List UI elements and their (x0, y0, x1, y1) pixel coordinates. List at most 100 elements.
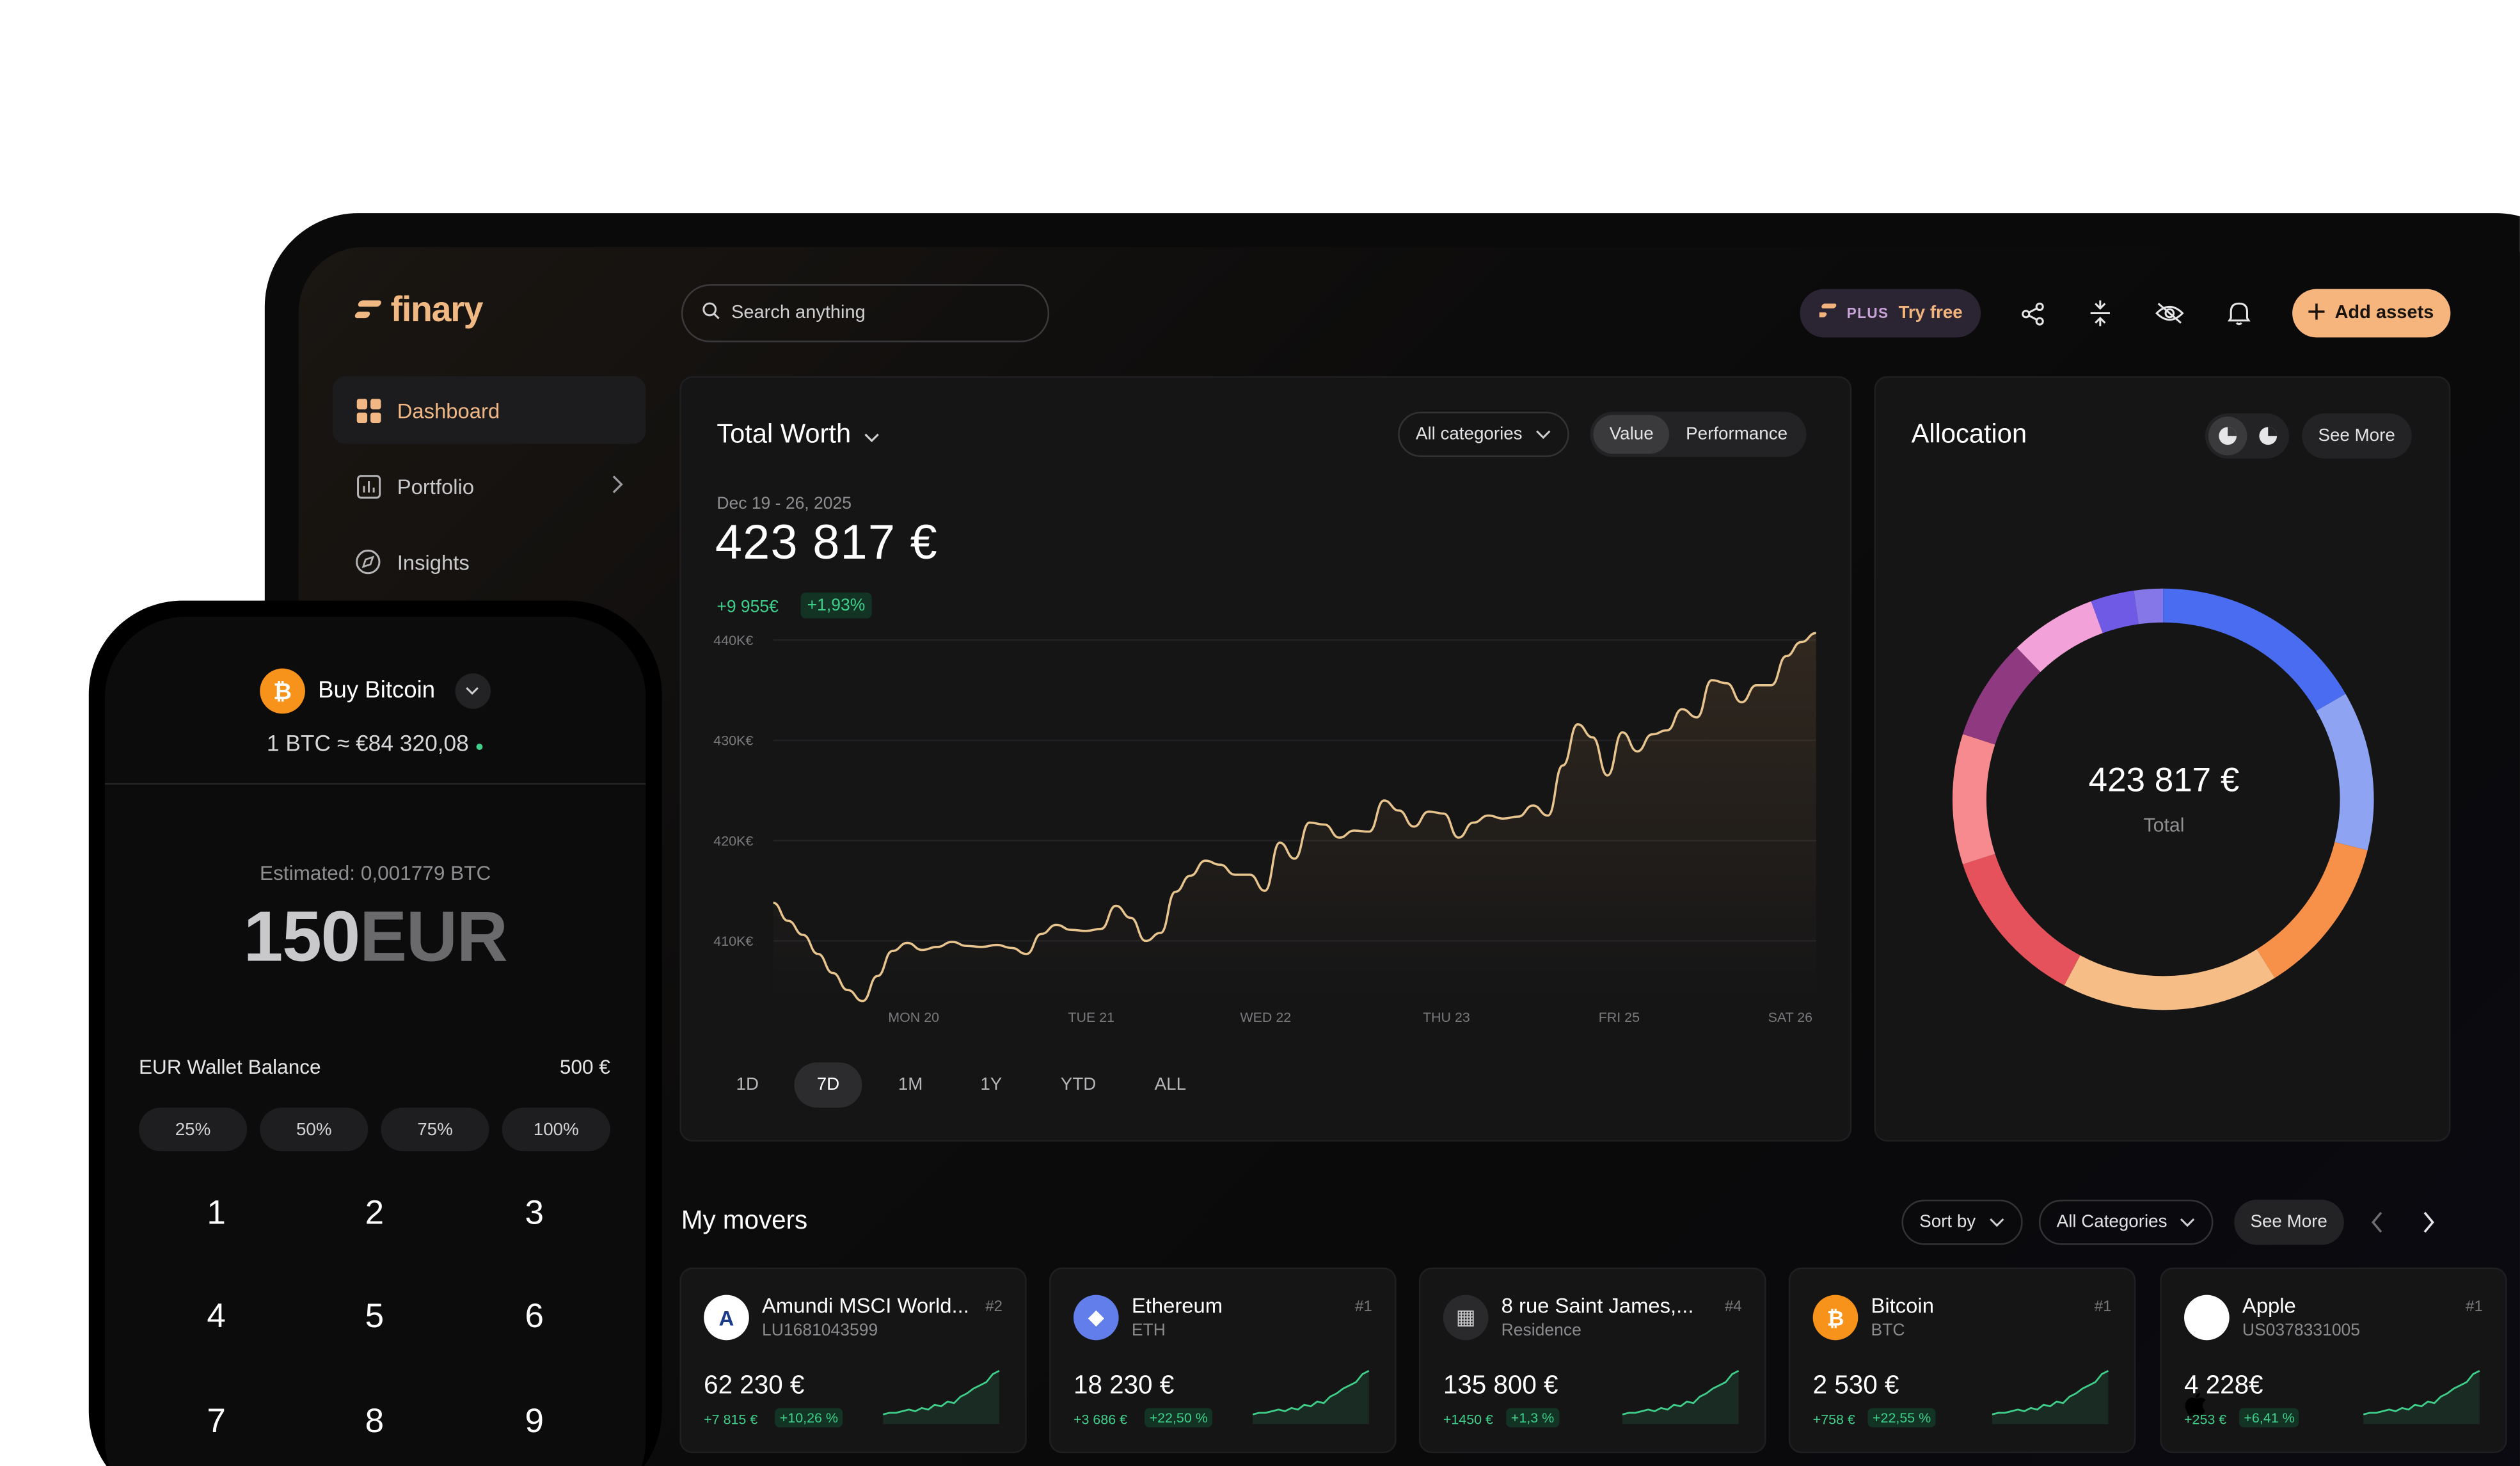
delta-absolute: +9 955€ (717, 597, 779, 617)
x-tick-label: MON 20 (888, 1010, 939, 1025)
chart-line (773, 632, 1816, 1003)
allocation-segment[interactable] (1952, 734, 1995, 864)
allocation-segment[interactable] (1963, 854, 2080, 985)
mover-delta-absolute: +253 € (2184, 1411, 2227, 1428)
mover-delta-percent: +1,3 % (1506, 1408, 1559, 1428)
keypad-key-7[interactable]: 7 (207, 1403, 226, 1440)
range-button-ytd[interactable]: YTD (1060, 1075, 1097, 1095)
percent-button-50[interactable]: 50% (260, 1107, 368, 1152)
mover-sparkline (1992, 1370, 2109, 1424)
keypad-key-4[interactable]: 4 (207, 1298, 226, 1335)
total-worth-title[interactable]: Total Worth (717, 420, 880, 450)
plus-icon (2309, 303, 2326, 324)
bitcoin-icon: ₿ (260, 668, 305, 714)
mover-card[interactable]: ₿ Bitcoin BTC #1 2 530 € +758 € +22,55 % (1788, 1267, 2136, 1453)
sidebar-item-label: Dashboard (397, 397, 500, 422)
chevron-down-icon (864, 420, 880, 450)
carousel-next-icon[interactable] (2420, 1211, 2436, 1241)
allocation-segment[interactable] (2017, 601, 2104, 673)
chevron-down-icon (1988, 1213, 2004, 1232)
mover-value: 18 230 € (1073, 1372, 1175, 1400)
movers-category-dropdown[interactable]: All Categories (2038, 1199, 2214, 1245)
keypad-key-8[interactable]: 8 (365, 1403, 384, 1440)
range-button-all[interactable]: ALL (1154, 1075, 1187, 1095)
sidebar-item-insights[interactable]: Insights (333, 528, 646, 596)
sort-by-dropdown[interactable]: Sort by (1901, 1199, 2023, 1245)
value-mode-tab[interactable]: Value (1593, 415, 1670, 454)
allocation-segment[interactable] (2316, 694, 2374, 850)
x-tick-label: SAT 26 (1768, 1010, 1813, 1025)
allocation-segment[interactable] (2256, 841, 2368, 978)
sidebar-item-dashboard[interactable]: Dashboard (332, 376, 646, 444)
mover-name: 8 rue Saint James,... (1501, 1293, 1694, 1318)
collapse-icon[interactable] (2084, 297, 2116, 329)
movers-title: My movers (681, 1207, 808, 1236)
mover-subtitle: BTC (1871, 1321, 1905, 1341)
allocation-segment[interactable] (2162, 588, 2346, 712)
keypad-key-6[interactable]: 6 (525, 1298, 544, 1335)
finary-plus-icon (1816, 303, 1837, 323)
allocation-total: 423 817 € (2088, 761, 2240, 800)
app-logo[interactable]: finary (354, 289, 484, 331)
mover-delta-absolute: +758 € (1812, 1411, 1855, 1428)
add-assets-button[interactable]: Add assets (2292, 289, 2451, 338)
allocation-segment[interactable] (1963, 648, 2041, 745)
mover-card[interactable]: Apple US0378331005 #1 4 228€ +253 € +6,41 % (2160, 1267, 2507, 1453)
add-assets-label: Add assets (2334, 303, 2434, 323)
tablet-screen: finary Dashboard Portfolio Insights (298, 247, 2520, 1466)
chart-type-toggle (2205, 413, 2290, 459)
allocation-segment[interactable] (2134, 588, 2164, 625)
mover-subtitle: LU1681043599 (761, 1321, 878, 1341)
view-mode-toggle: Value Performance (1590, 411, 1807, 458)
category-filter-dropdown[interactable]: All categories (1398, 411, 1569, 458)
bell-icon[interactable] (2223, 297, 2255, 329)
allocation-see-more-button[interactable]: See More (2302, 413, 2412, 459)
pie-view-icon[interactable] (2249, 417, 2288, 456)
grid-icon (355, 397, 381, 423)
mover-name: Ethereum (1131, 1293, 1223, 1318)
btc-rate-row: 1 BTC ≈ €84 320,08 ● (105, 730, 646, 756)
performance-mode-tab[interactable]: Performance (1686, 424, 1788, 444)
compass-icon (355, 549, 381, 575)
hide-values-icon[interactable] (2153, 297, 2185, 329)
keypad-key-5[interactable]: 5 (365, 1298, 384, 1335)
range-button-1m[interactable]: 1M (898, 1075, 923, 1095)
allocation-segment[interactable] (2064, 949, 2275, 1010)
search-icon (702, 302, 720, 324)
keypad-key-1[interactable]: 1 (207, 1195, 226, 1232)
allocation-segment[interactable] (2091, 590, 2139, 633)
chevron-down-icon (2180, 1213, 2196, 1232)
amount-currency: EUR (360, 897, 508, 977)
mover-sparkline (2363, 1370, 2480, 1424)
range-button-1d[interactable]: 1D (736, 1075, 759, 1095)
percent-button-25[interactable]: 25% (139, 1107, 248, 1152)
search-input[interactable]: Search anything (681, 284, 1050, 342)
keypad-key-2[interactable]: 2 (365, 1195, 384, 1232)
plus-trial-button[interactable]: PLUS Try free (1800, 289, 1981, 338)
mover-delta-percent: +22,50 % (1145, 1408, 1213, 1428)
percent-button-100[interactable]: 100% (502, 1107, 610, 1152)
mover-delta-absolute: +7 815 € (704, 1411, 758, 1428)
keypad-key-9[interactable]: 9 (525, 1403, 544, 1440)
carousel-prev-icon[interactable] (2370, 1211, 2386, 1241)
plus-tag: PLUS (1846, 305, 1889, 322)
x-tick-label: THU 23 (1423, 1010, 1470, 1025)
mover-card[interactable]: A Amundi MSCI World... LU1681043599 #2 62 23… (679, 1267, 1027, 1453)
try-free-label: Try free (1898, 303, 1963, 323)
buy-amount[interactable]: 150EUR (105, 898, 646, 978)
buy-asset-selector[interactable]: ₿ Buy Bitcoin (260, 668, 490, 714)
range-button-1y[interactable]: 1Y (980, 1075, 1002, 1095)
keypad-key-3[interactable]: 3 (525, 1195, 544, 1232)
percent-button-75[interactable]: 75% (381, 1107, 489, 1152)
movers-see-more-button[interactable]: See More (2234, 1199, 2344, 1245)
sidebar-item-portfolio[interactable]: Portfolio (333, 452, 646, 520)
share-icon[interactable] (2017, 297, 2048, 329)
total-worth-chart: 440K€ 430K€ 420K€ 410K€ MON 20 TUE 21 WED 22 T… (713, 632, 1816, 1025)
mover-card[interactable]: ▦ 8 rue Saint James,... Residence #4 135 800… (1418, 1267, 1766, 1453)
donut-view-icon[interactable] (2208, 417, 2247, 456)
finary-logo-icon (354, 299, 383, 321)
x-tick-label: FRI 25 (1599, 1010, 1640, 1025)
range-button-7d[interactable]: 7D (794, 1062, 862, 1108)
mover-card[interactable]: ◆ Ethereum ETH #1 18 230 € +3 686 € +22,50 % (1049, 1267, 1397, 1453)
sidebar-item-label: Portfolio (397, 474, 475, 498)
